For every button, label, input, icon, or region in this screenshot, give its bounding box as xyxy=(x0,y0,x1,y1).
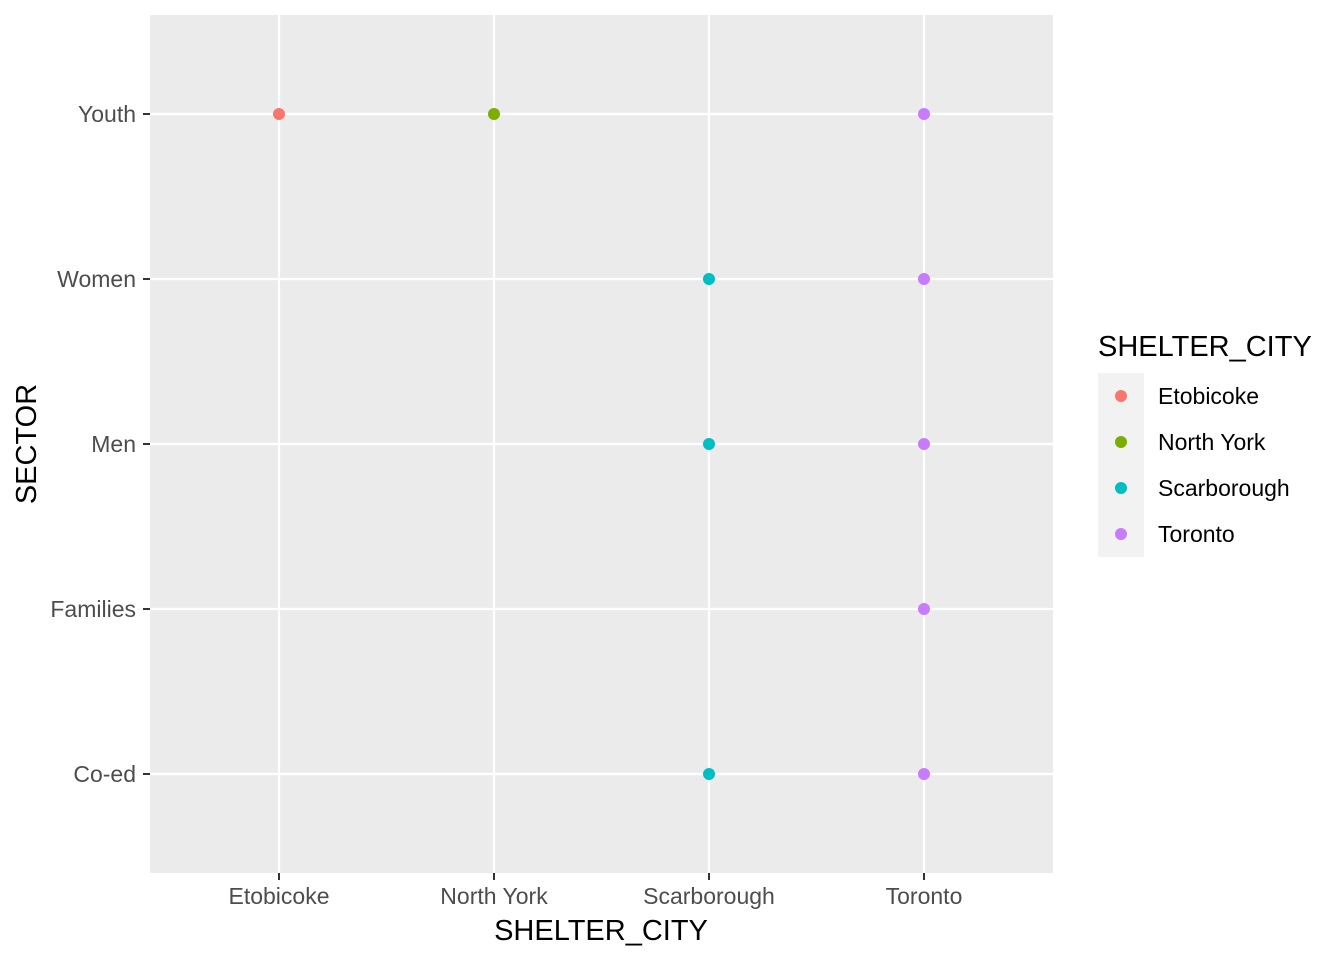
axis-ticks xyxy=(143,113,925,880)
y-tick-label: Men xyxy=(91,431,136,457)
legend-label: Etobicoke xyxy=(1158,383,1259,409)
x-axis-title: SHELTER_CITY xyxy=(494,915,708,947)
data-point xyxy=(703,768,715,780)
y-tick-label: Youth xyxy=(78,101,136,127)
legend-key xyxy=(1115,436,1127,448)
data-points xyxy=(273,108,930,780)
x-tick-label: Etobicoke xyxy=(228,883,329,909)
data-point xyxy=(703,273,715,285)
legend-key xyxy=(1115,528,1127,540)
y-tick-label: Co-ed xyxy=(73,761,136,787)
y-tick-label: Families xyxy=(50,596,136,622)
data-point xyxy=(488,108,500,120)
data-point xyxy=(703,438,715,450)
data-point xyxy=(918,108,930,120)
y-tick-label: Women xyxy=(57,266,136,292)
legend-label: North York xyxy=(1158,429,1266,455)
legend-label: Toronto xyxy=(1158,521,1235,547)
x-tick-label: Scarborough xyxy=(643,883,775,909)
y-axis-title: SECTOR xyxy=(11,384,43,504)
legend-entries: Etobicoke North York Scarborough Toronto xyxy=(1115,383,1290,547)
x-tick-label: Toronto xyxy=(886,883,963,909)
legend-label: Scarborough xyxy=(1158,475,1290,501)
data-point xyxy=(273,108,285,120)
legend-key-background xyxy=(1098,373,1144,557)
legend-title: SHELTER_CITY xyxy=(1098,331,1312,363)
x-tick-label: North York xyxy=(440,883,548,909)
data-point xyxy=(918,603,930,615)
legend-key xyxy=(1115,390,1127,402)
data-point xyxy=(918,273,930,285)
legend-key xyxy=(1115,482,1127,494)
x-tick-labels: Etobicoke North York Scarborough Toronto xyxy=(228,883,962,909)
data-point xyxy=(918,438,930,450)
data-point xyxy=(918,768,930,780)
y-tick-labels: Co-ed Families Men Women Youth xyxy=(50,101,136,787)
legend: SHELTER_CITY Etobicoke North York Scarboro… xyxy=(1098,331,1312,557)
